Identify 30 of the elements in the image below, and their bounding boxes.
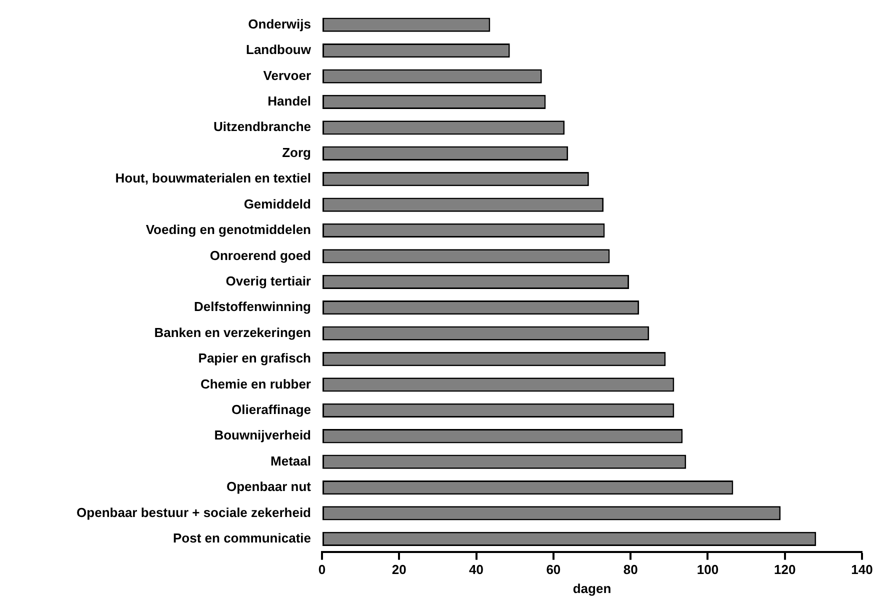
y-tick-label: Hout, bouwmaterialen en textiel bbox=[115, 170, 311, 186]
y-tick-label: Metaal bbox=[270, 453, 311, 468]
y-tick-label: Delfstoffenwinning bbox=[194, 299, 312, 314]
x-tick-label: 20 bbox=[392, 562, 406, 578]
y-tick-label: Uitzendbranche bbox=[213, 119, 311, 134]
y-tick-label: Post en communicatie bbox=[173, 530, 311, 546]
y-tick-label: Zorg bbox=[282, 144, 312, 160]
y-tick-label: Handel bbox=[268, 94, 311, 109]
y-tick-label: Gemiddeld bbox=[244, 196, 312, 212]
y-tick-label: Olieraffinage bbox=[232, 402, 311, 417]
y-tick-label: Chemie en rubber bbox=[200, 376, 311, 392]
y-tick-label: Bouwnijverheid bbox=[214, 428, 312, 443]
y-tick-label: Onroerend goed bbox=[210, 248, 312, 263]
x-tick-label: 0 bbox=[318, 562, 326, 578]
y-tick-label: Banken en verzekeringen bbox=[154, 324, 312, 340]
x-tick-label: 60 bbox=[546, 562, 561, 578]
y-tick-label: Vervoer bbox=[263, 68, 311, 83]
y-tick-label: Landbouw bbox=[246, 42, 312, 58]
x-tick-label: 100 bbox=[696, 562, 719, 578]
y-tick-label: Onderwijs bbox=[248, 16, 311, 32]
x-tick-label: 140 bbox=[851, 562, 873, 578]
y-tick-label: Openbaar bestuur + sociale zekerheid bbox=[76, 504, 312, 520]
x-tick-label: 120 bbox=[774, 562, 796, 578]
x-tick-label: 80 bbox=[623, 562, 638, 578]
y-tick-label: Openbaar nut bbox=[226, 479, 312, 494]
x-tick-label: 40 bbox=[469, 562, 484, 578]
y-tick-label: Papier en grafisch bbox=[198, 350, 312, 366]
y-tick-label: Overig tertiair bbox=[226, 273, 311, 288]
y-tick-label: Voeding en genotmiddelen bbox=[146, 222, 312, 238]
x-axis-title: dagen bbox=[572, 580, 612, 596]
